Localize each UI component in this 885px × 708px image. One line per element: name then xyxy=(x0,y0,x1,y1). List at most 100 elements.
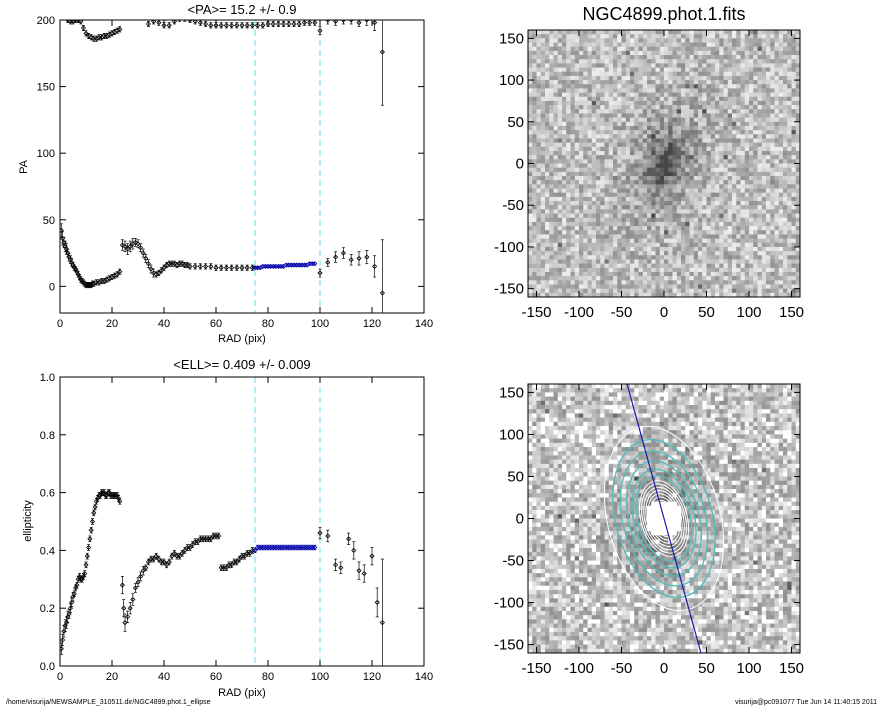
image-pixel xyxy=(740,130,746,135)
image-pixel xyxy=(676,142,682,148)
image-pixel xyxy=(770,46,775,52)
image-pixel xyxy=(617,92,622,98)
image-pixel xyxy=(540,67,546,73)
image-pixel xyxy=(630,226,635,231)
image-pixel xyxy=(613,163,618,169)
image-pixel xyxy=(681,42,686,48)
image-pixel xyxy=(770,75,775,81)
image-pixel xyxy=(693,163,699,169)
image-pixel xyxy=(655,213,661,219)
image-pixel xyxy=(617,171,622,177)
image-pixel xyxy=(681,171,686,177)
image-pixel xyxy=(528,38,533,43)
image-pixel xyxy=(566,176,571,181)
image-pixel xyxy=(676,163,682,169)
image-pixel xyxy=(736,255,741,260)
image-pixel xyxy=(736,188,741,194)
image-pixel xyxy=(608,209,614,214)
image-pixel xyxy=(770,142,775,148)
image-pixel xyxy=(659,134,665,139)
image-pixel xyxy=(681,155,686,160)
image-pixel xyxy=(710,221,716,227)
image-pixel xyxy=(591,242,597,248)
image-pixel xyxy=(749,88,754,93)
image-pixel xyxy=(672,121,678,127)
image-pixel xyxy=(795,221,800,227)
image-pixel xyxy=(693,167,699,173)
image-pixel xyxy=(587,255,593,260)
image-pixel xyxy=(651,176,656,181)
image-pixel xyxy=(668,67,673,73)
image-pixel xyxy=(766,142,771,148)
image-pixel xyxy=(774,259,780,265)
data-point xyxy=(60,637,66,643)
image-pixel xyxy=(702,188,707,194)
image-pixel xyxy=(710,146,716,152)
image-pixel xyxy=(587,221,593,227)
image-pixel xyxy=(715,92,720,98)
image-pixel xyxy=(562,30,567,35)
image-pixel xyxy=(753,242,758,248)
image-pixel xyxy=(740,138,746,144)
image-pixel xyxy=(664,46,669,52)
image-pixel xyxy=(528,267,533,273)
image-pixel xyxy=(532,59,537,64)
image-pixel xyxy=(579,105,584,110)
data-point xyxy=(89,518,96,525)
image-pixel xyxy=(600,209,605,214)
image-pixel xyxy=(651,255,656,260)
image-pixel xyxy=(693,242,699,248)
image-pixel xyxy=(668,117,673,123)
image-pixel xyxy=(778,226,784,231)
image-pixel xyxy=(723,188,729,194)
image-pixel xyxy=(587,42,593,48)
image-pixel xyxy=(557,34,563,39)
image-pixel xyxy=(638,246,644,252)
image-pixel xyxy=(749,213,754,219)
image-pixel xyxy=(723,159,729,164)
image-pixel xyxy=(562,209,567,214)
image-pixel xyxy=(770,217,775,223)
image-pixel xyxy=(791,171,797,177)
image-pixel xyxy=(740,125,746,131)
image-pixel xyxy=(736,263,741,269)
image-pixel xyxy=(647,213,652,219)
image-pixel xyxy=(591,96,597,102)
image-pixel xyxy=(727,88,733,93)
image-pixel xyxy=(668,121,673,127)
image-pixel xyxy=(642,121,648,127)
image-pixel xyxy=(651,213,656,219)
image-pixel xyxy=(613,188,618,194)
image-pixel xyxy=(706,259,712,265)
pa-plot: <PA>= 15.2 +/- 0.9 0 20 40 60 80 100 120 140 05… xyxy=(18,2,433,345)
image-pixel xyxy=(549,196,554,202)
image-pixel xyxy=(719,201,724,206)
image-pixel xyxy=(710,138,716,144)
image-pixel xyxy=(761,100,767,106)
image-pixel xyxy=(774,50,780,56)
image-pixel xyxy=(715,34,720,39)
image-pixel xyxy=(698,63,703,68)
image-pixel xyxy=(608,38,614,43)
image-pixel xyxy=(766,171,771,177)
image-pixel xyxy=(574,217,580,223)
image-pixel xyxy=(528,121,533,127)
image-pixel xyxy=(795,188,800,194)
image-pixel xyxy=(664,238,669,244)
image-pixel xyxy=(570,96,576,102)
image-pixel xyxy=(647,209,652,214)
image-pixel xyxy=(770,92,775,98)
image-pixel xyxy=(770,159,775,164)
image-pixel xyxy=(715,117,720,123)
data-point xyxy=(114,271,120,277)
image-pixel xyxy=(583,121,588,127)
image-pixel xyxy=(621,71,627,77)
image-pixel xyxy=(681,30,686,35)
image-pixel xyxy=(774,100,780,106)
image-pixel xyxy=(753,71,758,77)
image-pixel xyxy=(583,238,588,244)
image-pixel xyxy=(655,92,661,98)
image-pixel xyxy=(651,117,656,123)
image-pixel xyxy=(600,67,605,73)
image-pixel xyxy=(630,255,635,260)
